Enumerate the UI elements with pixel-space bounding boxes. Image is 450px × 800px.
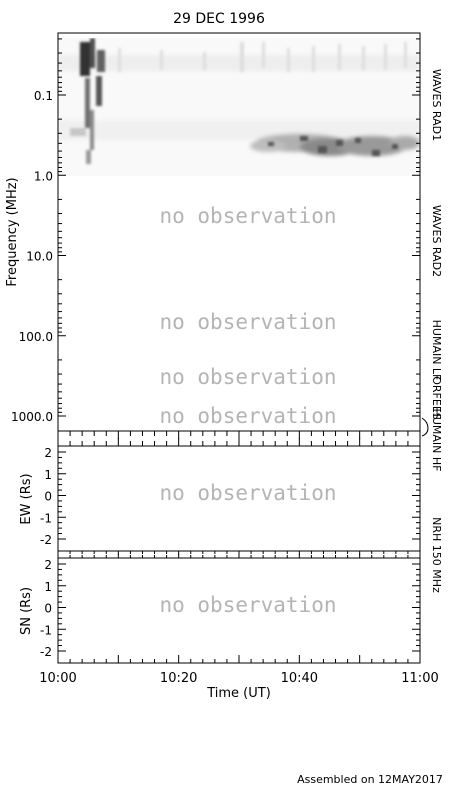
rs-tick-label: 2 bbox=[44, 558, 52, 572]
no-observation-orfees: no observation bbox=[159, 365, 336, 389]
frequency-tick-label: 0.1 bbox=[34, 89, 53, 103]
rs-tick-label: 0 bbox=[44, 490, 52, 504]
assembled-footer: Assembled on 12MAY2017 bbox=[297, 773, 443, 786]
label-waves-rad1: WAVES RAD1 bbox=[430, 69, 443, 141]
time-tick-label: 10:00 bbox=[39, 671, 76, 686]
rs-tick-label: 1 bbox=[44, 468, 52, 482]
frequency-tick-label: 1000.0 bbox=[11, 410, 53, 424]
time-tick-label: 11:00 bbox=[401, 671, 438, 686]
frequency-axis-label: Frequency (MHz) bbox=[5, 177, 20, 286]
no-observation-rad2: no observation bbox=[159, 204, 336, 228]
rad1-spectrogram bbox=[58, 38, 420, 176]
no-observation-sn: no observation bbox=[159, 593, 336, 617]
ew-axis-label: EW (Rs) bbox=[19, 473, 34, 524]
frequency-tick-label: 1.0 bbox=[34, 169, 53, 183]
no-observation-humain-hf: no observation bbox=[159, 404, 336, 428]
frequency-tick-label: 10.0 bbox=[26, 250, 53, 264]
rs-tick-label: 1 bbox=[44, 580, 52, 594]
time-tick-label: 10:40 bbox=[281, 671, 318, 686]
orfees-bracket bbox=[421, 417, 429, 437]
spectrum-frequency-ticks bbox=[58, 38, 420, 417]
sn-axis-label: SN (Rs) bbox=[19, 587, 34, 635]
label-humain-lf: HUMAIN LF bbox=[430, 320, 443, 381]
time-tick-label: 10:20 bbox=[160, 671, 197, 686]
rs-tick-label: -2 bbox=[40, 645, 52, 659]
label-orfees: ORFEES bbox=[430, 376, 443, 420]
rs-tick-label: -1 bbox=[40, 511, 52, 525]
label-nrh-150: NRH 150 MHz bbox=[430, 517, 443, 593]
label-humain-hf: HUMAIN HF bbox=[430, 409, 443, 472]
no-observation-humain-lf: no observation bbox=[159, 310, 336, 334]
time-axis-label: Time (UT) bbox=[206, 686, 271, 701]
frequency-tick-label: 100.0 bbox=[19, 330, 53, 344]
rs-tick-label: 0 bbox=[44, 602, 52, 616]
label-waves-rad2: WAVES RAD2 bbox=[430, 205, 443, 277]
rs-tick-label: -2 bbox=[40, 533, 52, 547]
no-observation-ew: no observation bbox=[159, 481, 336, 505]
rs-tick-label: -1 bbox=[40, 623, 52, 637]
chart-title: 29 DEC 1996 bbox=[173, 11, 265, 27]
rs-tick-label: 2 bbox=[44, 446, 52, 460]
